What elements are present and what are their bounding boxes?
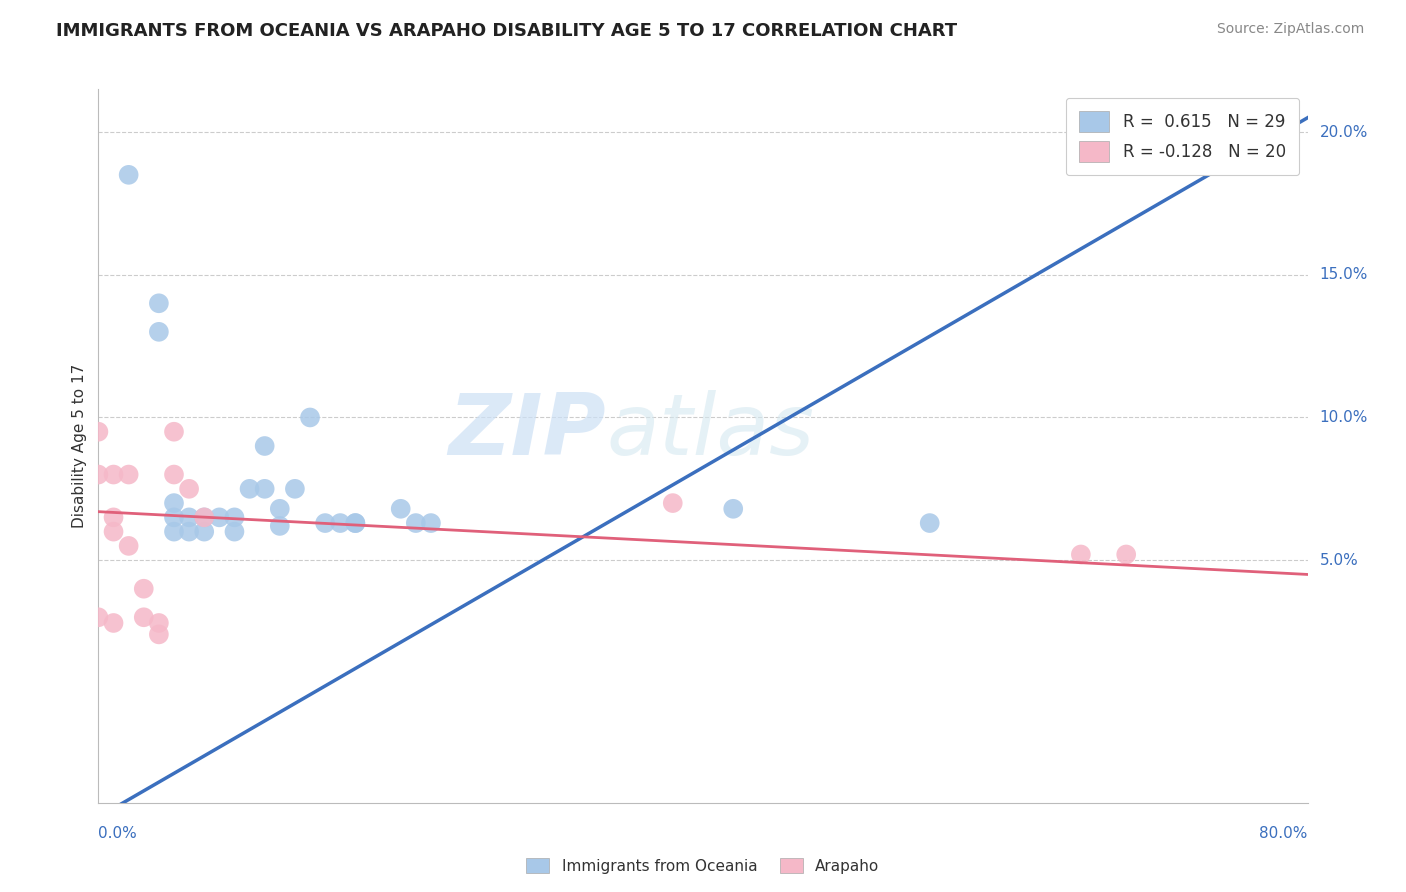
- Point: [148, 296, 170, 310]
- Text: 20.0%: 20.0%: [1320, 125, 1368, 139]
- Point: [1115, 548, 1137, 562]
- Point: [405, 516, 427, 530]
- Text: 80.0%: 80.0%: [1260, 826, 1308, 840]
- Text: 5.0%: 5.0%: [1320, 553, 1358, 567]
- Point: [344, 516, 367, 530]
- Point: [419, 516, 441, 530]
- Point: [193, 510, 215, 524]
- Point: [103, 615, 125, 630]
- Point: [87, 610, 110, 624]
- Point: [163, 510, 186, 524]
- Point: [148, 615, 170, 630]
- Point: [284, 482, 307, 496]
- Point: [193, 524, 215, 539]
- Point: [103, 524, 125, 539]
- Point: [132, 582, 155, 596]
- Point: [721, 501, 744, 516]
- Point: [224, 524, 246, 539]
- Point: [253, 439, 276, 453]
- Legend: Immigrants from Oceania, Arapaho: Immigrants from Oceania, Arapaho: [520, 852, 886, 880]
- Text: 0.0%: 0.0%: [98, 826, 138, 840]
- Point: [177, 524, 201, 539]
- Point: [163, 467, 186, 482]
- Point: [224, 510, 246, 524]
- Point: [163, 425, 186, 439]
- Point: [389, 501, 412, 516]
- Point: [177, 482, 201, 496]
- Point: [87, 425, 110, 439]
- Point: [163, 524, 186, 539]
- Point: [118, 467, 141, 482]
- Point: [148, 325, 170, 339]
- Text: 10.0%: 10.0%: [1320, 410, 1368, 425]
- Point: [239, 482, 262, 496]
- Point: [132, 610, 155, 624]
- Text: 15.0%: 15.0%: [1320, 268, 1368, 282]
- Text: IMMIGRANTS FROM OCEANIA VS ARAPAHO DISABILITY AGE 5 TO 17 CORRELATION CHART: IMMIGRANTS FROM OCEANIA VS ARAPAHO DISAB…: [56, 22, 957, 40]
- Point: [163, 496, 186, 510]
- Point: [918, 516, 941, 530]
- Point: [103, 467, 125, 482]
- Text: atlas: atlas: [606, 390, 814, 474]
- Text: ZIP: ZIP: [449, 390, 606, 474]
- Point: [299, 410, 322, 425]
- Point: [118, 168, 141, 182]
- Point: [193, 510, 215, 524]
- Point: [269, 519, 291, 533]
- Point: [177, 510, 201, 524]
- Point: [1070, 548, 1092, 562]
- Point: [661, 496, 683, 510]
- Point: [148, 627, 170, 641]
- Point: [253, 482, 276, 496]
- Point: [329, 516, 352, 530]
- Point: [118, 539, 141, 553]
- Y-axis label: Disability Age 5 to 17: Disability Age 5 to 17: [72, 364, 87, 528]
- Point: [314, 516, 336, 530]
- Legend: R =  0.615   N = 29, R = -0.128   N = 20: R = 0.615 N = 29, R = -0.128 N = 20: [1066, 97, 1299, 176]
- Point: [208, 510, 231, 524]
- Point: [87, 467, 110, 482]
- Point: [103, 510, 125, 524]
- Text: Source: ZipAtlas.com: Source: ZipAtlas.com: [1216, 22, 1364, 37]
- Point: [344, 516, 367, 530]
- Point: [269, 501, 291, 516]
